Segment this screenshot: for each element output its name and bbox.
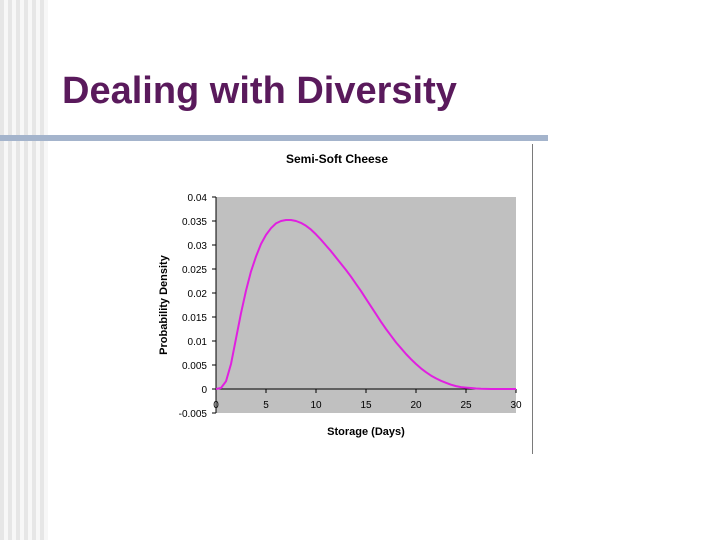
y-tick-label: -0.005 (179, 409, 208, 420)
y-tick-label: 0.025 (182, 265, 207, 276)
plot-area (216, 197, 516, 413)
x-tick-label: 0 (213, 400, 219, 411)
x-tick-label: 25 (460, 400, 472, 411)
density-curve-line (215, 219, 516, 390)
title-underline (0, 135, 548, 141)
y-tick-label: 0.01 (188, 337, 208, 348)
x-tick-label: 15 (360, 400, 372, 411)
y-tick-label: 0.03 (188, 241, 208, 252)
y-tick-label: 0.015 (182, 313, 207, 324)
y-axis-label: Probability Density (158, 254, 170, 355)
chart-title: Semi-Soft Cheese (286, 152, 388, 166)
x-axis-label: Storage (Days) (327, 426, 405, 438)
chart-svg: Semi-Soft Cheese -0.005 0 0.005 0.01 0.015 0.… (158, 152, 522, 438)
y-tick-label: 0.035 (182, 217, 207, 228)
left-stripe-decoration (0, 0, 48, 540)
y-tick-label: 0.005 (182, 361, 207, 372)
y-tick-label: 0.04 (188, 193, 208, 204)
x-axis: 0 5 10 15 20 25 30 (213, 388, 522, 411)
slide-title: Dealing with Diversity (62, 70, 457, 112)
x-tick-label: 30 (510, 400, 522, 411)
x-tick-label: 5 (263, 400, 269, 411)
x-tick-label: 10 (310, 400, 322, 411)
y-tick-label: 0 (201, 385, 207, 396)
x-tick-label: 20 (410, 400, 422, 411)
y-axis: -0.005 0 0.005 0.01 0.015 0.02 0.025 0.03 0.035 0… (179, 193, 217, 420)
y-tick-label: 0.02 (188, 289, 208, 300)
chart-container: Semi-Soft Cheese -0.005 0 0.005 0.01 0.015 0.… (144, 144, 533, 454)
